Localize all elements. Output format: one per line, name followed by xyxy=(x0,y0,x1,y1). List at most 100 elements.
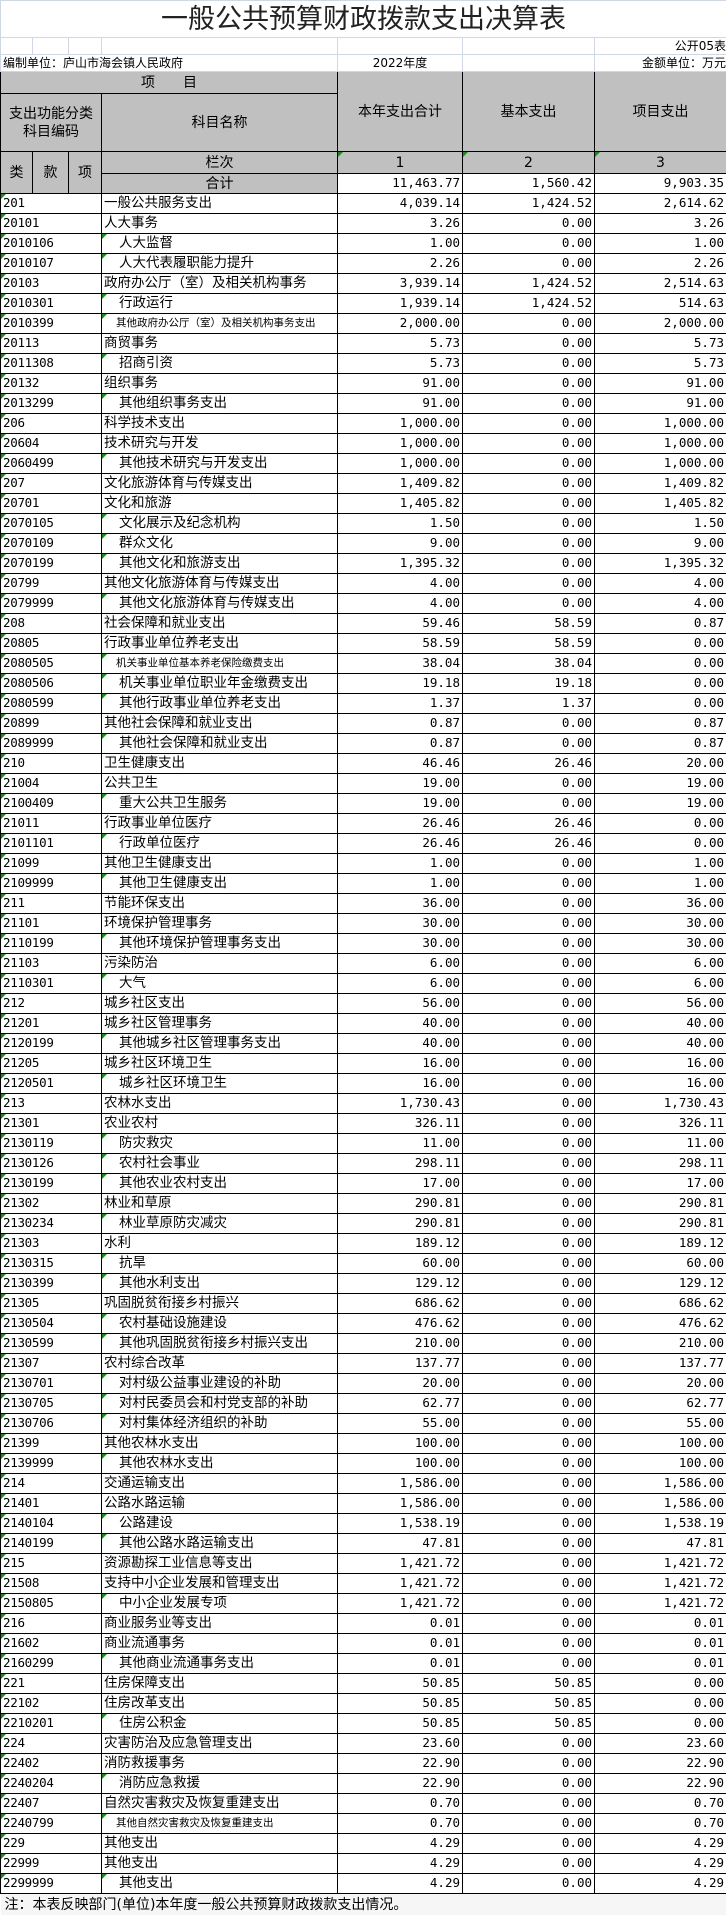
total-amount: 1,421.72 xyxy=(337,1593,463,1614)
subject-name: 其他农林水支出 xyxy=(101,1453,338,1474)
project-amount: 56.00 xyxy=(594,993,726,1014)
total-amount: 5.73 xyxy=(337,333,463,354)
basic-amount: 0.00 xyxy=(462,1613,595,1634)
project-amount: 22.90 xyxy=(594,1753,726,1774)
basic-amount: 0.00 xyxy=(462,1653,595,1674)
project-amount: 2,614.62 xyxy=(594,193,726,214)
subject-name: 人大代表履职能力提升 xyxy=(101,253,338,274)
subject-code: 21011 xyxy=(0,813,102,834)
subject-name: 对村民委员会和村党支部的补助 xyxy=(101,1393,338,1414)
project-amount: 62.77 xyxy=(594,1393,726,1414)
subject-name: 节能环保支出 xyxy=(101,893,338,914)
table-row: 21401 公路水路运输 1,586.00 0.00 1,586.00 xyxy=(0,1493,726,1514)
project-amount: 23.60 xyxy=(594,1733,726,1754)
table-row: 22102 住房改革支出 50.85 50.85 0.00 xyxy=(0,1693,726,1714)
header-lei: 类 xyxy=(0,151,33,194)
project-amount: 1.50 xyxy=(594,513,726,534)
total-amount: 2,000.00 xyxy=(337,313,463,334)
project-amount: 1,421.72 xyxy=(594,1573,726,1594)
footnote: 注：本表反映部门(单位)本年度一般公共预算财政拨款支出情况。 xyxy=(0,1893,726,1915)
total-amount: 30.00 xyxy=(337,933,463,954)
subject-name: 行政事业单位养老支出 xyxy=(101,633,338,654)
total-amount: 0.70 xyxy=(337,1793,463,1814)
total-amount: 1,939.14 xyxy=(337,293,463,314)
subject-code: 2210201 xyxy=(0,1713,102,1734)
project-amount: 0.87 xyxy=(594,733,726,754)
total-amount: 40.00 xyxy=(337,1033,463,1054)
subject-code: 2130119 xyxy=(0,1133,102,1154)
subject-code: 2079999 xyxy=(0,593,102,614)
total-amount: 50.85 xyxy=(337,1693,463,1714)
project-amount: 0.00 xyxy=(594,693,726,714)
table-row: 213 农林水支出 1,730.43 0.00 1,730.43 xyxy=(0,1093,726,1114)
project-amount: 1.00 xyxy=(594,233,726,254)
total-amount: 4.29 xyxy=(337,1873,463,1894)
total-amount: 4.29 xyxy=(337,1853,463,1874)
subject-name: 其他公路水路运输支出 xyxy=(101,1533,338,1554)
table-row: 2130705 对村民委员会和村党支部的补助 62.77 0.00 62.77 xyxy=(0,1393,726,1414)
basic-amount: 26.46 xyxy=(462,753,595,774)
table-row: 215 资源勘探工业信息等支出 1,421.72 0.00 1,421.72 xyxy=(0,1553,726,1574)
subject-name: 机关事业单位职业年金缴费支出 xyxy=(101,673,338,694)
subject-code: 21201 xyxy=(0,1013,102,1034)
basic-amount: 0.00 xyxy=(462,313,595,334)
subject-code: 2013299 xyxy=(0,393,102,414)
basic-amount: 0.00 xyxy=(462,233,595,254)
subject-code: 2130199 xyxy=(0,1173,102,1194)
subject-name: 其他社会保障和就业支出 xyxy=(101,733,338,754)
table-row: 211 节能环保支出 36.00 0.00 36.00 xyxy=(0,893,726,914)
subject-name: 组织事务 xyxy=(101,373,338,394)
table-row: 20899 其他社会保障和就业支出 0.87 0.00 0.87 xyxy=(0,713,726,734)
table-row: 229 其他支出 4.29 0.00 4.29 xyxy=(0,1833,726,1854)
subject-name: 重大公共卫生服务 xyxy=(101,793,338,814)
basic-amount: 38.04 xyxy=(462,653,595,674)
table-row: 2010301 行政运行 1,939.14 1,424.52 514.63 xyxy=(0,293,726,314)
project-amount: 0.00 xyxy=(594,1673,726,1694)
basic-amount: 1.37 xyxy=(462,693,595,714)
basic-amount: 0.00 xyxy=(462,1733,595,1754)
subject-name: 行政单位医疗 xyxy=(101,833,338,854)
subject-name: 其他自然灾害救灾及恢复重建支出 xyxy=(101,1813,338,1834)
subject-name: 其他水利支出 xyxy=(101,1273,338,1294)
subject-code: 2089999 xyxy=(0,733,102,754)
subject-code: 201 xyxy=(0,193,102,214)
subject-name: 林业草原防灾减灾 xyxy=(101,1213,338,1234)
project-amount: 6.00 xyxy=(594,973,726,994)
basic-amount: 0.00 xyxy=(462,1073,595,1094)
header-kuan: 款 xyxy=(32,151,69,194)
basic-amount: 0.00 xyxy=(462,733,595,754)
subject-code: 2080599 xyxy=(0,693,102,714)
project-amount: 4.00 xyxy=(594,573,726,594)
header-xiang: 项 xyxy=(68,151,102,194)
subject-code: 2130599 xyxy=(0,1333,102,1354)
basic-amount: 0.00 xyxy=(462,373,595,394)
total-amount: 50.85 xyxy=(337,1673,463,1694)
project-amount: 19.00 xyxy=(594,793,726,814)
project-amount: 1,000.00 xyxy=(594,453,726,474)
basic-amount: 0.00 xyxy=(462,1193,595,1214)
table-row: 2130599 其他巩固脱贫衔接乡村振兴支出 210.00 0.00 210.00 xyxy=(0,1333,726,1354)
project-amount: 3.26 xyxy=(594,213,726,234)
table-row: 2109999 其他卫生健康支出 1.00 0.00 1.00 xyxy=(0,873,726,894)
total-amount: 1,395.32 xyxy=(337,553,463,574)
basic-amount: 0.00 xyxy=(462,1093,595,1114)
subject-code: 21602 xyxy=(0,1633,102,1654)
basic-amount: 0.00 xyxy=(462,1273,595,1294)
total-amount: 290.81 xyxy=(337,1213,463,1234)
subject-name: 消防应急救援 xyxy=(101,1773,338,1794)
table-row: 2130504 农村基础设施建设 476.62 0.00 476.62 xyxy=(0,1313,726,1334)
project-amount: 4.00 xyxy=(594,593,726,614)
subject-name: 资源勘探工业信息等支出 xyxy=(101,1553,338,1574)
table-row: 2120501 城乡社区环境卫生 16.00 0.00 16.00 xyxy=(0,1073,726,1094)
subject-code: 211 xyxy=(0,893,102,914)
total-amount: 1,409.82 xyxy=(337,473,463,494)
total-amount: 6.00 xyxy=(337,973,463,994)
table-row: 2010106 人大监督 1.00 0.00 1.00 xyxy=(0,233,726,254)
total-amount: 22.90 xyxy=(337,1753,463,1774)
subject-name: 其他卫生健康支出 xyxy=(101,873,338,894)
total-amount: 91.00 xyxy=(337,393,463,414)
total-amount: 6.00 xyxy=(337,953,463,974)
total-amount: 16.00 xyxy=(337,1073,463,1094)
header-project: 项目支出 xyxy=(594,71,726,152)
